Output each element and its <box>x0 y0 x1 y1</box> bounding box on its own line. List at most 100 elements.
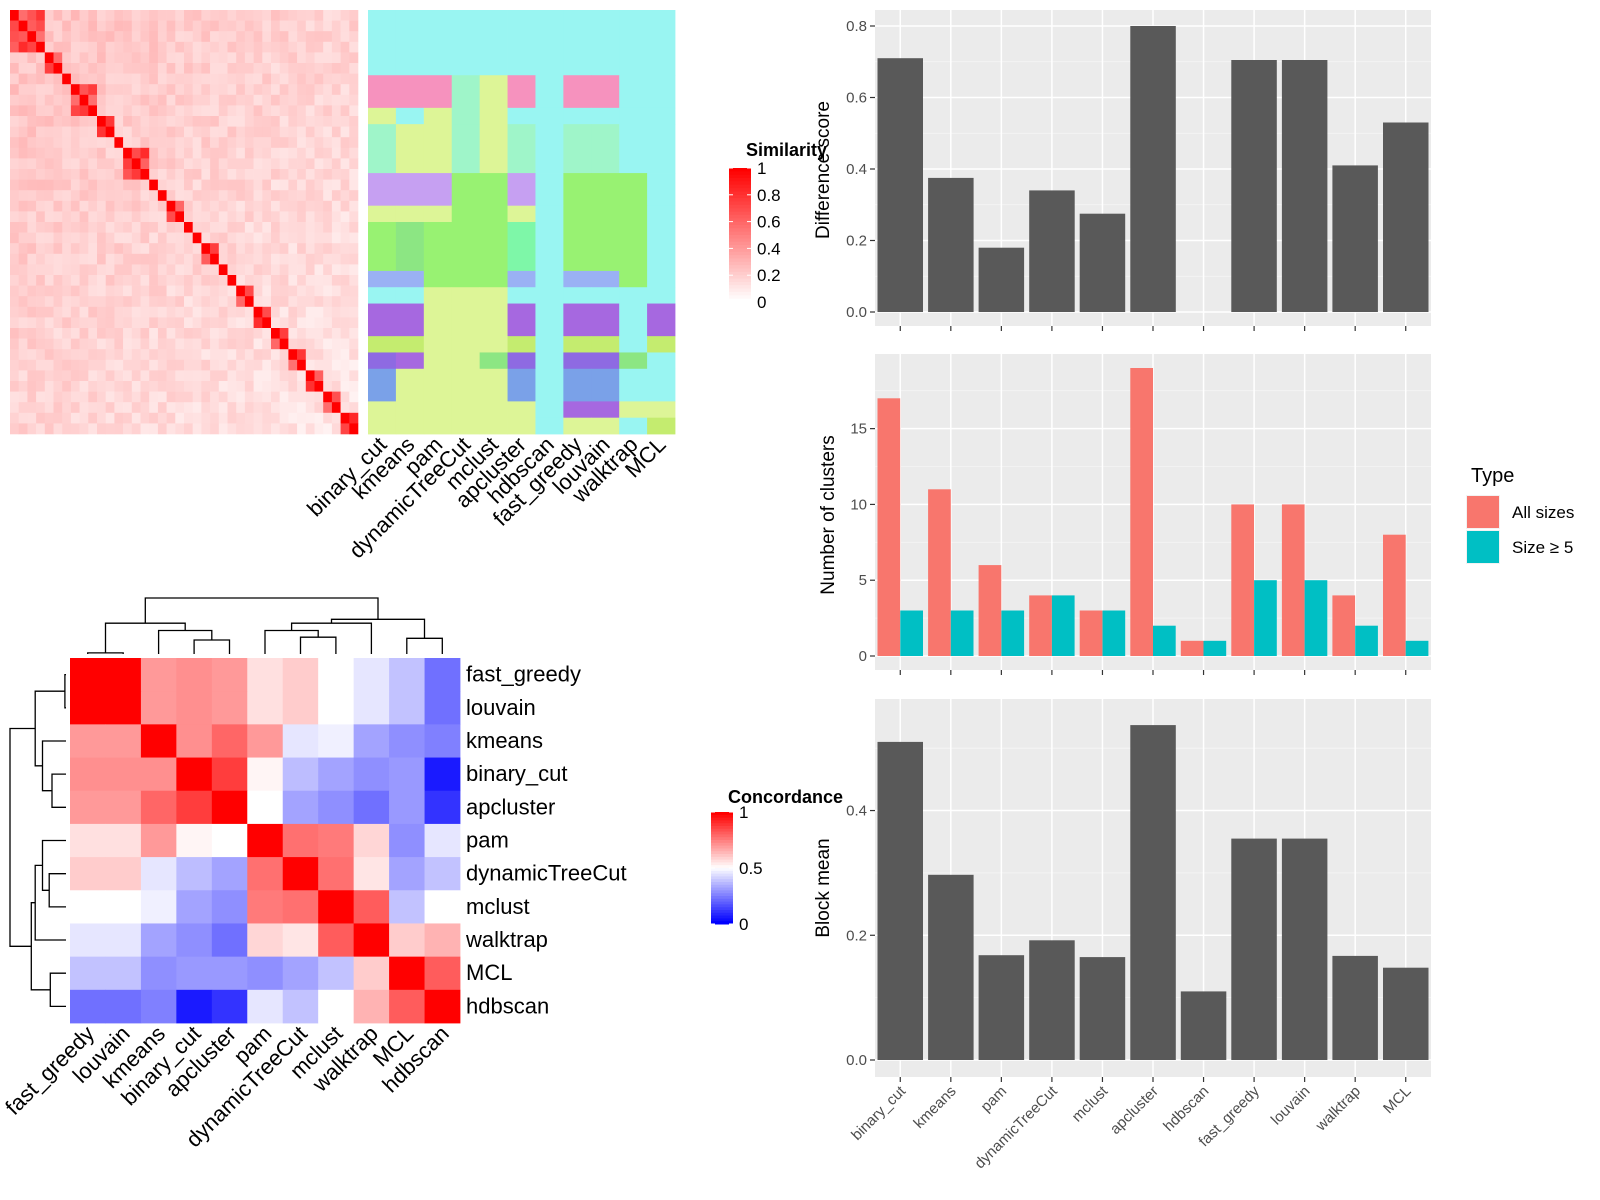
similarity-cell <box>10 306 19 318</box>
similarity-cell <box>123 391 133 403</box>
similarity-cell <box>157 20 167 32</box>
bar-size-ge-5 <box>900 610 923 656</box>
similarity-cell <box>279 147 289 159</box>
similarity-legend-swatch <box>729 255 751 259</box>
concordance-cell <box>424 890 461 924</box>
concordance-cell <box>211 691 248 725</box>
similarity-cell <box>79 41 89 53</box>
block-mean-chart: Block mean 0.00.20.4 <box>813 699 1431 1082</box>
similarity-cell <box>297 243 307 255</box>
similarity-cell <box>88 349 98 361</box>
similarity-cell <box>305 105 315 117</box>
similarity-cell <box>166 41 176 53</box>
similarity-cell <box>131 190 141 202</box>
similarity-cell <box>201 31 211 43</box>
similarity-cell <box>131 317 141 329</box>
similarity-cell <box>244 105 254 117</box>
similarity-cell <box>44 10 54 21</box>
similarity-legend-swatch <box>729 178 751 182</box>
similarity-cell <box>218 105 228 117</box>
concordance-legend-swatch <box>711 817 733 821</box>
similarity-cell <box>123 222 133 233</box>
similarity-cell <box>175 179 185 191</box>
similarity-cell <box>323 105 333 117</box>
similarity-cell <box>114 253 124 265</box>
similarity-cell <box>218 412 228 424</box>
assignment-cell <box>507 173 536 207</box>
cluster-assignment-grid <box>368 10 676 435</box>
concordance-row-label: walktrap <box>465 927 548 952</box>
similarity-cell <box>114 306 124 318</box>
similarity-cell <box>131 211 141 223</box>
concordance-cell <box>140 757 177 792</box>
similarity-cell <box>288 73 298 85</box>
similarity-cell <box>131 359 141 371</box>
similarity-cell <box>114 211 124 223</box>
similarity-cell <box>184 179 193 191</box>
similarity-cell <box>323 391 333 403</box>
difference-score-chart: Difference score 0.00.20.40.60.8 <box>813 10 1431 331</box>
similarity-cell <box>236 147 246 159</box>
similarity-cell <box>192 63 202 74</box>
assignment-cell <box>423 287 453 304</box>
similarity-cell <box>244 381 254 392</box>
similarity-cell <box>271 412 280 424</box>
similarity-cell <box>140 63 150 74</box>
similarity-cell <box>62 158 72 170</box>
similarity-cell <box>288 105 298 117</box>
similarity-cell <box>323 158 333 170</box>
similarity-cell <box>70 41 80 53</box>
assignment-cell <box>591 222 620 272</box>
similarity-cell <box>44 31 54 43</box>
similarity-cell <box>279 370 289 382</box>
concordance-cell <box>105 989 142 1024</box>
similarity-cell <box>62 275 72 286</box>
similarity-cell <box>253 338 263 350</box>
assignment-cell <box>368 205 397 223</box>
similarity-cell <box>314 73 324 85</box>
similarity-cell <box>331 52 341 64</box>
similarity-cell <box>236 232 246 244</box>
similarity-cell <box>271 232 280 244</box>
similarity-cell <box>331 232 341 244</box>
similarity-cell <box>288 349 298 361</box>
similarity-cell <box>244 126 254 138</box>
similarity-cell <box>227 105 237 117</box>
concordance-cell <box>70 989 106 1024</box>
similarity-cell <box>53 412 63 424</box>
concordance-cell <box>105 823 142 858</box>
similarity-cell <box>166 412 176 424</box>
similarity-cell <box>114 20 124 32</box>
concordance-legend-swatch <box>711 890 733 894</box>
similarity-cell <box>227 73 237 85</box>
similarity-cell <box>244 179 254 191</box>
similarity-cell <box>227 10 237 21</box>
bar-size-ge-5 <box>1405 640 1429 656</box>
assignment-cell <box>423 10 453 76</box>
similarity-cell <box>97 31 106 43</box>
assignment-cell <box>591 368 620 402</box>
assignment-cell <box>395 75 425 109</box>
similarity-cell <box>323 222 333 233</box>
similarity-cell <box>140 370 150 382</box>
concordance-cell <box>353 989 390 1024</box>
similarity-cell <box>305 211 315 223</box>
similarity-cell <box>314 116 324 127</box>
similarity-cell <box>18 306 28 318</box>
similarity-cell <box>53 137 63 149</box>
similarity-cell <box>253 169 263 180</box>
similarity-cell <box>44 338 54 350</box>
similarity-cell <box>288 137 298 149</box>
concordance-cell <box>424 989 461 1024</box>
concordance-cell <box>140 923 177 958</box>
similarity-cell <box>36 41 46 53</box>
similarity-cell <box>210 31 220 43</box>
similarity-cell <box>62 84 72 96</box>
similarity-cell <box>192 94 202 106</box>
similarity-cell <box>114 137 124 149</box>
similarity-cell <box>62 190 72 202</box>
assignment-cell <box>563 124 592 174</box>
similarity-cell <box>236 158 246 170</box>
similarity-cell <box>218 116 228 127</box>
concordance-legend-swatch <box>711 896 733 900</box>
